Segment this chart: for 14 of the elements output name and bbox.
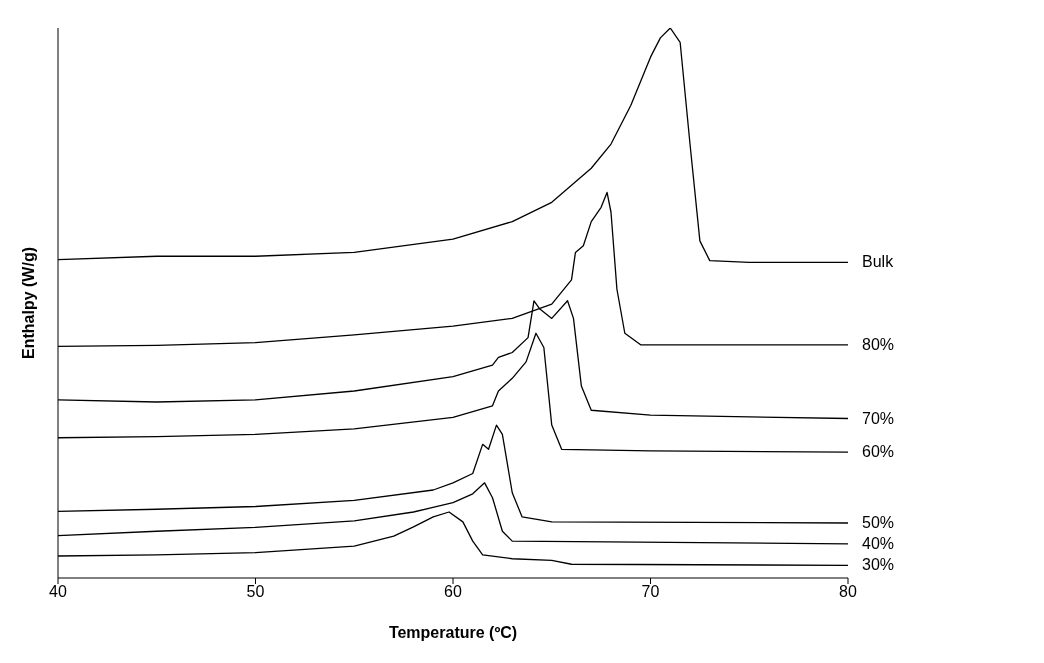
series-label: 80% [862,335,895,353]
x-tick-label: 80 [839,583,857,601]
x-tick-label: 50 [246,583,265,601]
series-label: 60% [862,443,895,461]
series-label: 40% [862,534,895,552]
x-tick-label: 60 [444,583,462,601]
series-label: 70% [862,409,895,427]
y-axis-title: Enthalpy (W/g) [19,247,37,359]
x-tick-label: 40 [49,583,67,601]
x-tick-label: 70 [641,583,660,601]
x-axis-title: Temperature (ºC) [388,624,518,641]
series-label: 50% [862,514,895,531]
series-label: Bulk [862,253,895,271]
series-label: 30% [862,556,895,574]
